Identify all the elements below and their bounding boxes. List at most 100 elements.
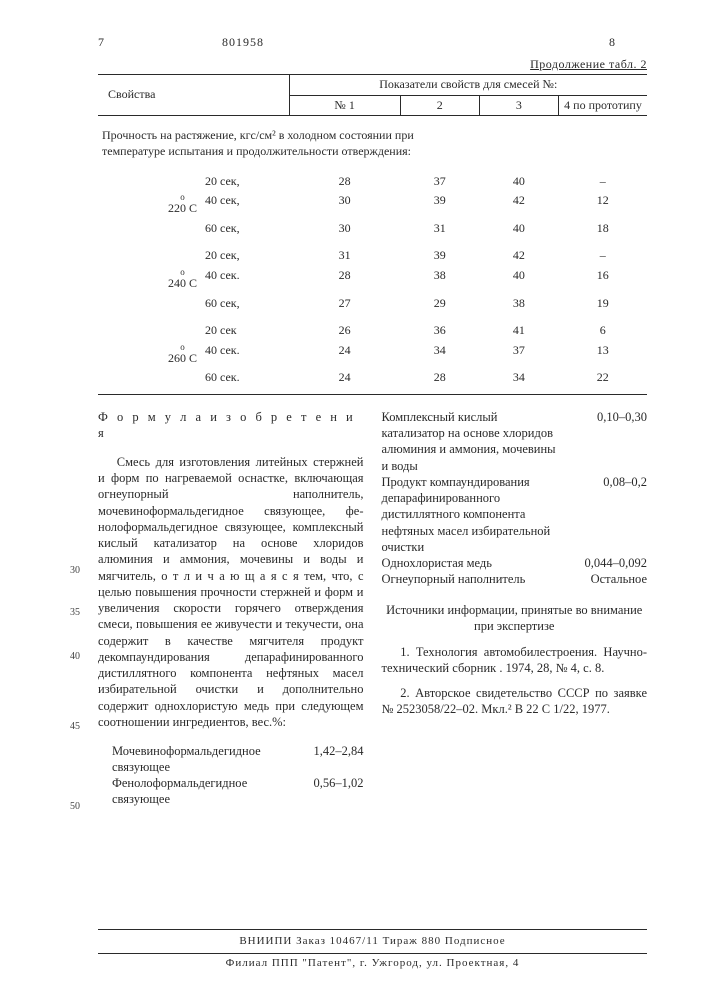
value-cell: 13	[559, 341, 648, 369]
th-col-4: 4 по прото­типу	[559, 95, 648, 116]
page-header: 7 801958 8	[98, 35, 647, 51]
time-cell: 40 сек.	[201, 266, 289, 294]
line-no-45: 45	[70, 720, 80, 733]
value-cell: 40	[479, 266, 558, 294]
value-cell: 37	[400, 172, 479, 192]
value-cell: –	[559, 172, 648, 192]
value-cell: 24	[289, 341, 400, 369]
footer-line2: Филиал ППП "Патент", г. Ужгород, ул. Про…	[98, 956, 647, 970]
footer: ВНИИПИ Заказ 10467/11 Тираж 880 Подписно…	[98, 927, 647, 970]
value-cell: 37	[479, 341, 558, 369]
temperature-cell	[98, 368, 201, 388]
value-cell: 16	[559, 266, 648, 294]
th-col-1: № 1	[289, 95, 400, 116]
value-cell: 38	[479, 294, 558, 314]
time-cell: 20 сек	[201, 321, 289, 341]
ingredient-value: 0,08–0,2	[557, 474, 647, 555]
value-cell: 34	[400, 341, 479, 369]
right-column: Комплексный кислый катализатор на основе…	[382, 409, 648, 808]
th-properties: Свойства	[98, 75, 289, 116]
ingredient-value: 0,044–0,092	[557, 555, 647, 571]
ingredient-label: Однохлористая медь	[382, 555, 558, 571]
ingredient-row: Комплексный кислый катализатор на основе…	[382, 409, 648, 474]
ingredient-value: 0,56–1,02	[274, 775, 364, 808]
temperature-cell: o240 С	[98, 266, 201, 294]
th-col-3: 3	[479, 95, 558, 116]
value-cell: –	[559, 246, 648, 266]
ingredient-label: Продукт компаундиро­вания депарафиниро­в…	[382, 474, 558, 555]
ingredient-row: Огнеупорный напол­нитель Остальное	[382, 571, 648, 587]
temperature-cell: o260 С	[98, 341, 201, 369]
value-cell: 28	[400, 368, 479, 388]
value-cell: 19	[559, 294, 648, 314]
ingredient-label: Комплексный кислый катализатор на основе…	[382, 409, 558, 474]
value-cell: 40	[479, 172, 558, 192]
value-cell: 42	[479, 246, 558, 266]
source-2: 2. Авторское свидетельство СССР по заявк…	[382, 685, 648, 718]
ingredient-label: Фенолоформаль­дегидное связующее	[112, 775, 274, 808]
source-1: 1. Технология автомобилестроения. Научно…	[382, 644, 648, 677]
value-cell: 28	[289, 266, 400, 294]
value-cell: 22	[559, 368, 648, 388]
temperature-cell	[98, 246, 201, 266]
value-cell: 34	[479, 368, 558, 388]
value-cell: 40	[479, 219, 558, 239]
value-cell: 30	[289, 219, 400, 239]
temperature-cell	[98, 321, 201, 341]
temperature-cell	[98, 219, 201, 239]
value-cell: 39	[400, 191, 479, 219]
ingredient-row: Продукт компаундиро­вания депарафиниро­в…	[382, 474, 648, 555]
time-cell: 20 сек,	[201, 246, 289, 266]
value-cell: 42	[479, 191, 558, 219]
formula-left-text: Смесь для изготовления литейных стержней…	[98, 454, 364, 730]
time-cell: 60 сек,	[201, 219, 289, 239]
ingredient-label: Огнеупорный напол­нитель	[382, 571, 558, 587]
ingredient-label: Мочевиноформаль­дегидное связующее	[112, 743, 274, 776]
ingredient-value: Остальное	[557, 571, 647, 587]
properties-table: Свойства Показатели свойств для смесей №…	[98, 74, 647, 388]
line-no-35: 35	[70, 606, 80, 619]
ingredient-value: 1,42–2,84	[274, 743, 364, 776]
ingredient-row: Однохлористая медь 0,044–0,092	[382, 555, 648, 571]
value-cell: 41	[479, 321, 558, 341]
value-cell: 26	[289, 321, 400, 341]
value-cell: 6	[559, 321, 648, 341]
formula-title: Ф о р м у л а и з о б р е т е н и я	[98, 409, 364, 442]
time-cell: 20 сек,	[201, 172, 289, 192]
temperature-cell: o220 С	[98, 191, 201, 219]
ingredient-value: 0,10–0,30	[557, 409, 647, 474]
time-cell: 40 сек.	[201, 341, 289, 369]
left-column: Ф о р м у л а и з о б р е т е н и я Смес…	[98, 409, 364, 808]
sources-title: Источники информации, принятые во вниман…	[382, 602, 648, 635]
value-cell: 36	[400, 321, 479, 341]
value-cell: 39	[400, 246, 479, 266]
time-cell: 40 сек,	[201, 191, 289, 219]
col-7-marker: 7	[98, 35, 218, 51]
patent-number: 801958	[222, 35, 392, 51]
line-no-50: 50	[70, 800, 80, 813]
value-cell: 31	[289, 246, 400, 266]
value-cell: 27	[289, 294, 400, 314]
footer-line1: ВНИИПИ Заказ 10467/11 Тираж 880 Подписно…	[98, 929, 647, 953]
line-no-30: 30	[70, 564, 80, 577]
time-cell: 60 сек.	[201, 368, 289, 388]
table-bottom-rule	[98, 394, 647, 395]
table-continuation: Продолжение табл. 2	[98, 57, 647, 73]
temperature-cell	[98, 172, 201, 192]
temperature-cell	[98, 294, 201, 314]
value-cell: 38	[400, 266, 479, 294]
th-col-2: 2	[400, 95, 479, 116]
value-cell: 30	[289, 191, 400, 219]
value-cell: 24	[289, 368, 400, 388]
col-8-marker: 8	[396, 35, 616, 51]
value-cell: 31	[400, 219, 479, 239]
value-cell: 12	[559, 191, 648, 219]
value-cell: 28	[289, 172, 400, 192]
ingredient-row: Мочевиноформаль­дегидное связующее 1,42–…	[112, 743, 364, 776]
time-cell: 60 сек,	[201, 294, 289, 314]
th-metrics: Показатели свойств для смесей №:	[289, 75, 647, 96]
line-no-40: 40	[70, 650, 80, 663]
ingredient-row: Фенолоформаль­дегидное связующее 0,56–1,…	[112, 775, 364, 808]
value-cell: 18	[559, 219, 648, 239]
value-cell: 29	[400, 294, 479, 314]
